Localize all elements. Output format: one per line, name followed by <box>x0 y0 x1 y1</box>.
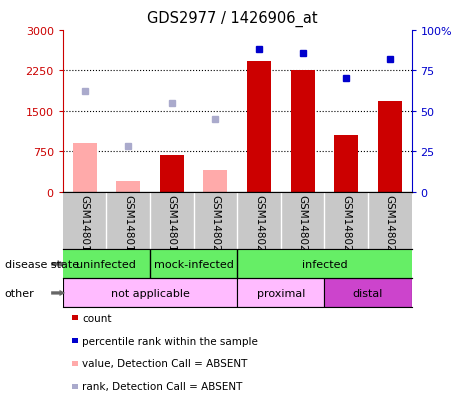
Text: infected: infected <box>301 259 347 269</box>
Bar <box>334 135 358 192</box>
Bar <box>160 156 184 192</box>
Text: GSM148024: GSM148024 <box>298 195 307 258</box>
Text: value, Detection Call = ABSENT: value, Detection Call = ABSENT <box>82 358 248 368</box>
Text: GDS2977 / 1426906_at: GDS2977 / 1426906_at <box>147 10 318 26</box>
Text: distal: distal <box>353 288 383 298</box>
Text: mock-infected: mock-infected <box>153 259 233 269</box>
Text: GSM148021: GSM148021 <box>341 195 351 258</box>
Text: GSM148020: GSM148020 <box>210 195 220 258</box>
Text: GSM148019: GSM148019 <box>167 195 177 258</box>
Bar <box>324 279 412 308</box>
Text: GSM148023: GSM148023 <box>254 195 264 258</box>
Text: disease state: disease state <box>5 259 79 269</box>
Text: uninfected: uninfected <box>76 259 136 269</box>
Text: count: count <box>82 313 112 323</box>
Text: other: other <box>5 288 34 298</box>
Bar <box>291 71 314 192</box>
Text: rank, Detection Call = ABSENT: rank, Detection Call = ABSENT <box>82 381 243 391</box>
Text: GSM148018: GSM148018 <box>123 195 133 258</box>
Text: GSM148017: GSM148017 <box>80 195 90 258</box>
Text: percentile rank within the sample: percentile rank within the sample <box>82 336 258 346</box>
Bar <box>63 279 237 308</box>
Bar <box>73 144 97 192</box>
Text: GSM148022: GSM148022 <box>385 195 395 258</box>
Bar <box>116 181 140 192</box>
Bar <box>247 62 271 192</box>
Text: not applicable: not applicable <box>111 288 189 298</box>
Bar <box>378 102 402 192</box>
Text: proximal: proximal <box>257 288 305 298</box>
Bar <box>203 171 227 192</box>
Bar <box>237 279 324 308</box>
